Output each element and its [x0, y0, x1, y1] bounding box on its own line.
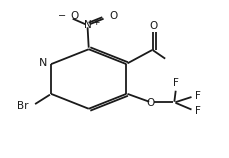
- Text: O: O: [70, 11, 78, 21]
- Text: N: N: [38, 58, 47, 68]
- Text: F: F: [172, 78, 178, 88]
- Text: O: O: [109, 11, 117, 21]
- Text: −: −: [57, 11, 65, 21]
- Text: O: O: [149, 21, 157, 31]
- Text: F: F: [194, 91, 200, 101]
- Text: Br: Br: [17, 101, 28, 111]
- Text: N: N: [84, 20, 92, 30]
- Text: F: F: [194, 106, 200, 116]
- Text: +: +: [92, 18, 100, 27]
- Text: O: O: [146, 98, 154, 108]
